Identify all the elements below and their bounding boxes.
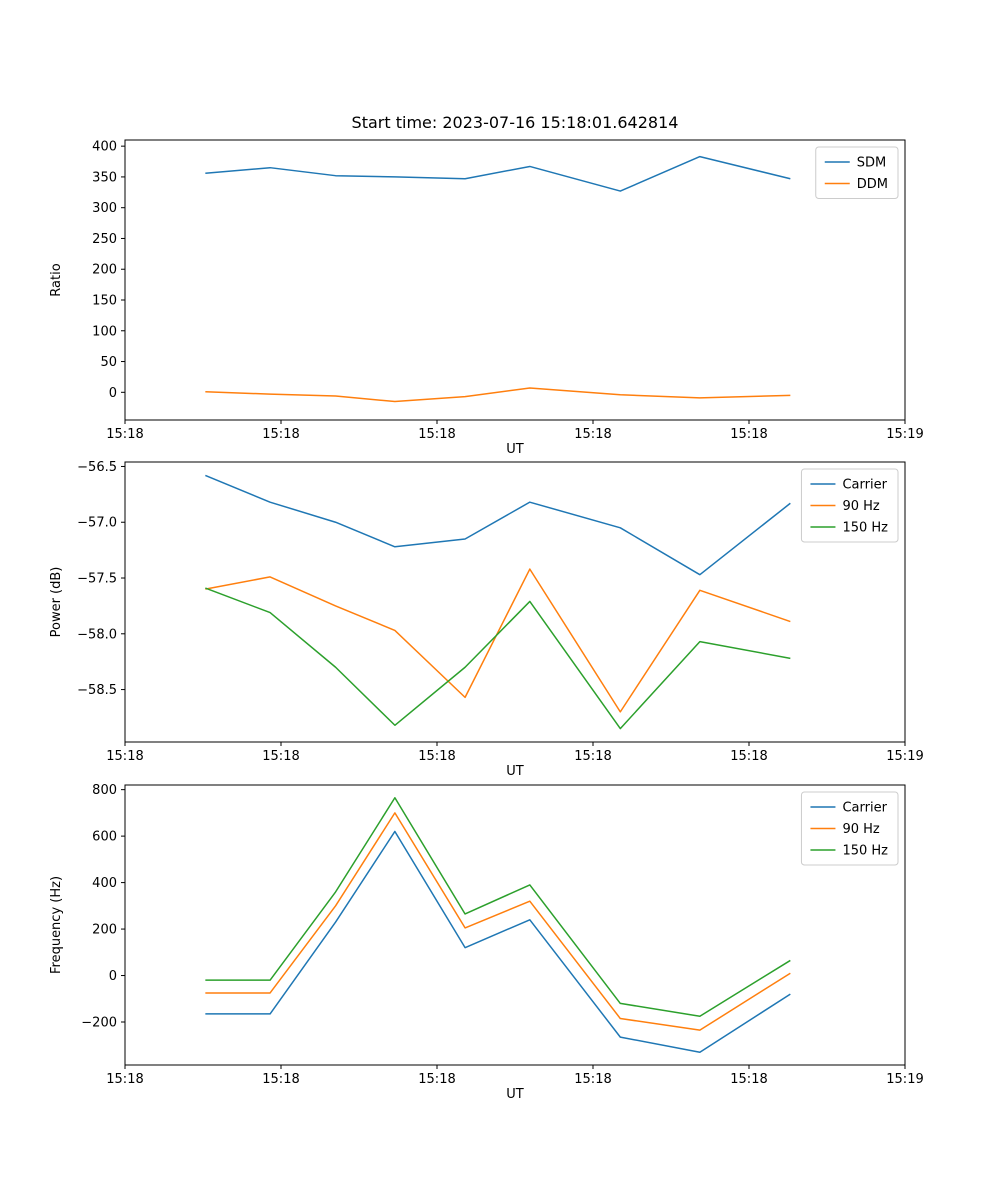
y-tick-label: 0 — [109, 969, 117, 984]
plot-border — [124, 784, 906, 1066]
y-tick-label: −57.0 — [77, 516, 117, 531]
frequency-chart: −200 0 200 400 600 800 15:18 15:18 15:18 15:18 15:… — [49, 783, 924, 1102]
y-tick-label: −200 — [81, 1016, 117, 1031]
y-tick-label: 200 — [92, 923, 117, 938]
y-tick-label: 50 — [100, 355, 117, 370]
x-tick-label: 15:18 — [262, 749, 299, 764]
x-axis-label: UT — [506, 1087, 524, 1102]
series-line-carrier — [205, 830, 791, 1053]
y-tick-label: 350 — [92, 170, 117, 185]
series-line-150-hz — [205, 587, 791, 730]
x-tick-label: 15:18 — [106, 1072, 143, 1087]
y-tick-label: −57.5 — [77, 572, 117, 587]
x-tick-label: 15:18 — [730, 749, 767, 764]
x-tick-label: 15:18 — [418, 1072, 455, 1087]
x-tick-label: 15:18 — [418, 427, 455, 442]
y-tick-label: −56.5 — [77, 460, 117, 475]
legend: Carrier 90 Hz 150 Hz — [800, 468, 899, 543]
y-tick-label: 300 — [92, 201, 117, 216]
y-axis-label: Frequency (Hz) — [49, 876, 64, 974]
x-tick-label: 15:18 — [574, 1072, 611, 1087]
x-tick-label: 15:18 — [262, 427, 299, 442]
y-tick-label: 600 — [92, 830, 117, 845]
power-chart: −56.5 −57.0 −57.5 −58.0 −58.5 15:18 15:18 15:18… — [49, 460, 924, 779]
x-tick-label: 15:19 — [886, 1072, 923, 1087]
series-line-90-hz — [205, 812, 791, 1031]
x-tick-label: 15:18 — [574, 427, 611, 442]
legend-label: DDM — [857, 177, 888, 192]
ratio-chart: 0 50 100 150 200 250 300 350 400 15:18 15:18 15:18 1… — [49, 139, 924, 457]
y-tick-label: −58.5 — [77, 683, 117, 698]
x-tick-label: 15:19 — [886, 749, 923, 764]
legend-box — [800, 791, 899, 866]
y-tick-label: 400 — [92, 876, 117, 891]
x-axis-label: UT — [506, 764, 524, 779]
legend: SDM DDM — [815, 146, 899, 199]
legend-label: Carrier — [842, 478, 887, 493]
x-tick-label: 15:18 — [730, 427, 767, 442]
y-tick-label: 250 — [92, 232, 117, 247]
y-tick-label: −58.0 — [77, 627, 117, 642]
x-tick-label: 15:19 — [886, 427, 923, 442]
x-tick-label: 15:18 — [106, 427, 143, 442]
legend-box — [800, 468, 899, 543]
plot-border — [124, 461, 906, 743]
x-tick-label: 15:18 — [106, 749, 143, 764]
x-axis-label: UT — [506, 442, 524, 457]
legend-label: SDM — [857, 156, 886, 171]
x-tick-label: 15:18 — [730, 1072, 767, 1087]
y-tick-label: 800 — [92, 783, 117, 798]
legend-label: 90 Hz — [842, 822, 879, 837]
legend-label: Carrier — [842, 801, 887, 816]
series-line-90-hz — [205, 568, 791, 713]
series-line-150-hz — [205, 797, 791, 1017]
legend-label: 150 Hz — [842, 521, 888, 536]
legend-box — [815, 146, 899, 199]
series-line-ddm — [205, 387, 791, 403]
chart-title: Start time: 2023-07-16 15:18:01.642814 — [351, 113, 679, 132]
y-tick-label: 200 — [92, 263, 117, 278]
series-line-carrier — [205, 474, 791, 576]
x-tick-label: 15:18 — [262, 1072, 299, 1087]
plot-border — [124, 139, 906, 421]
x-tick-label: 15:18 — [574, 749, 611, 764]
legend-label: 150 Hz — [842, 844, 888, 859]
x-tick-label: 15:18 — [418, 749, 455, 764]
y-tick-label: 0 — [109, 386, 117, 401]
series-line-sdm — [205, 155, 791, 192]
y-tick-label: 400 — [92, 140, 117, 155]
y-axis-label: Ratio — [49, 263, 64, 296]
legend-label: 90 Hz — [842, 499, 879, 514]
y-tick-label: 150 — [92, 294, 117, 309]
y-tick-label: 100 — [92, 324, 117, 339]
legend: Carrier 90 Hz 150 Hz — [800, 791, 899, 866]
y-axis-label: Power (dB) — [49, 567, 64, 638]
